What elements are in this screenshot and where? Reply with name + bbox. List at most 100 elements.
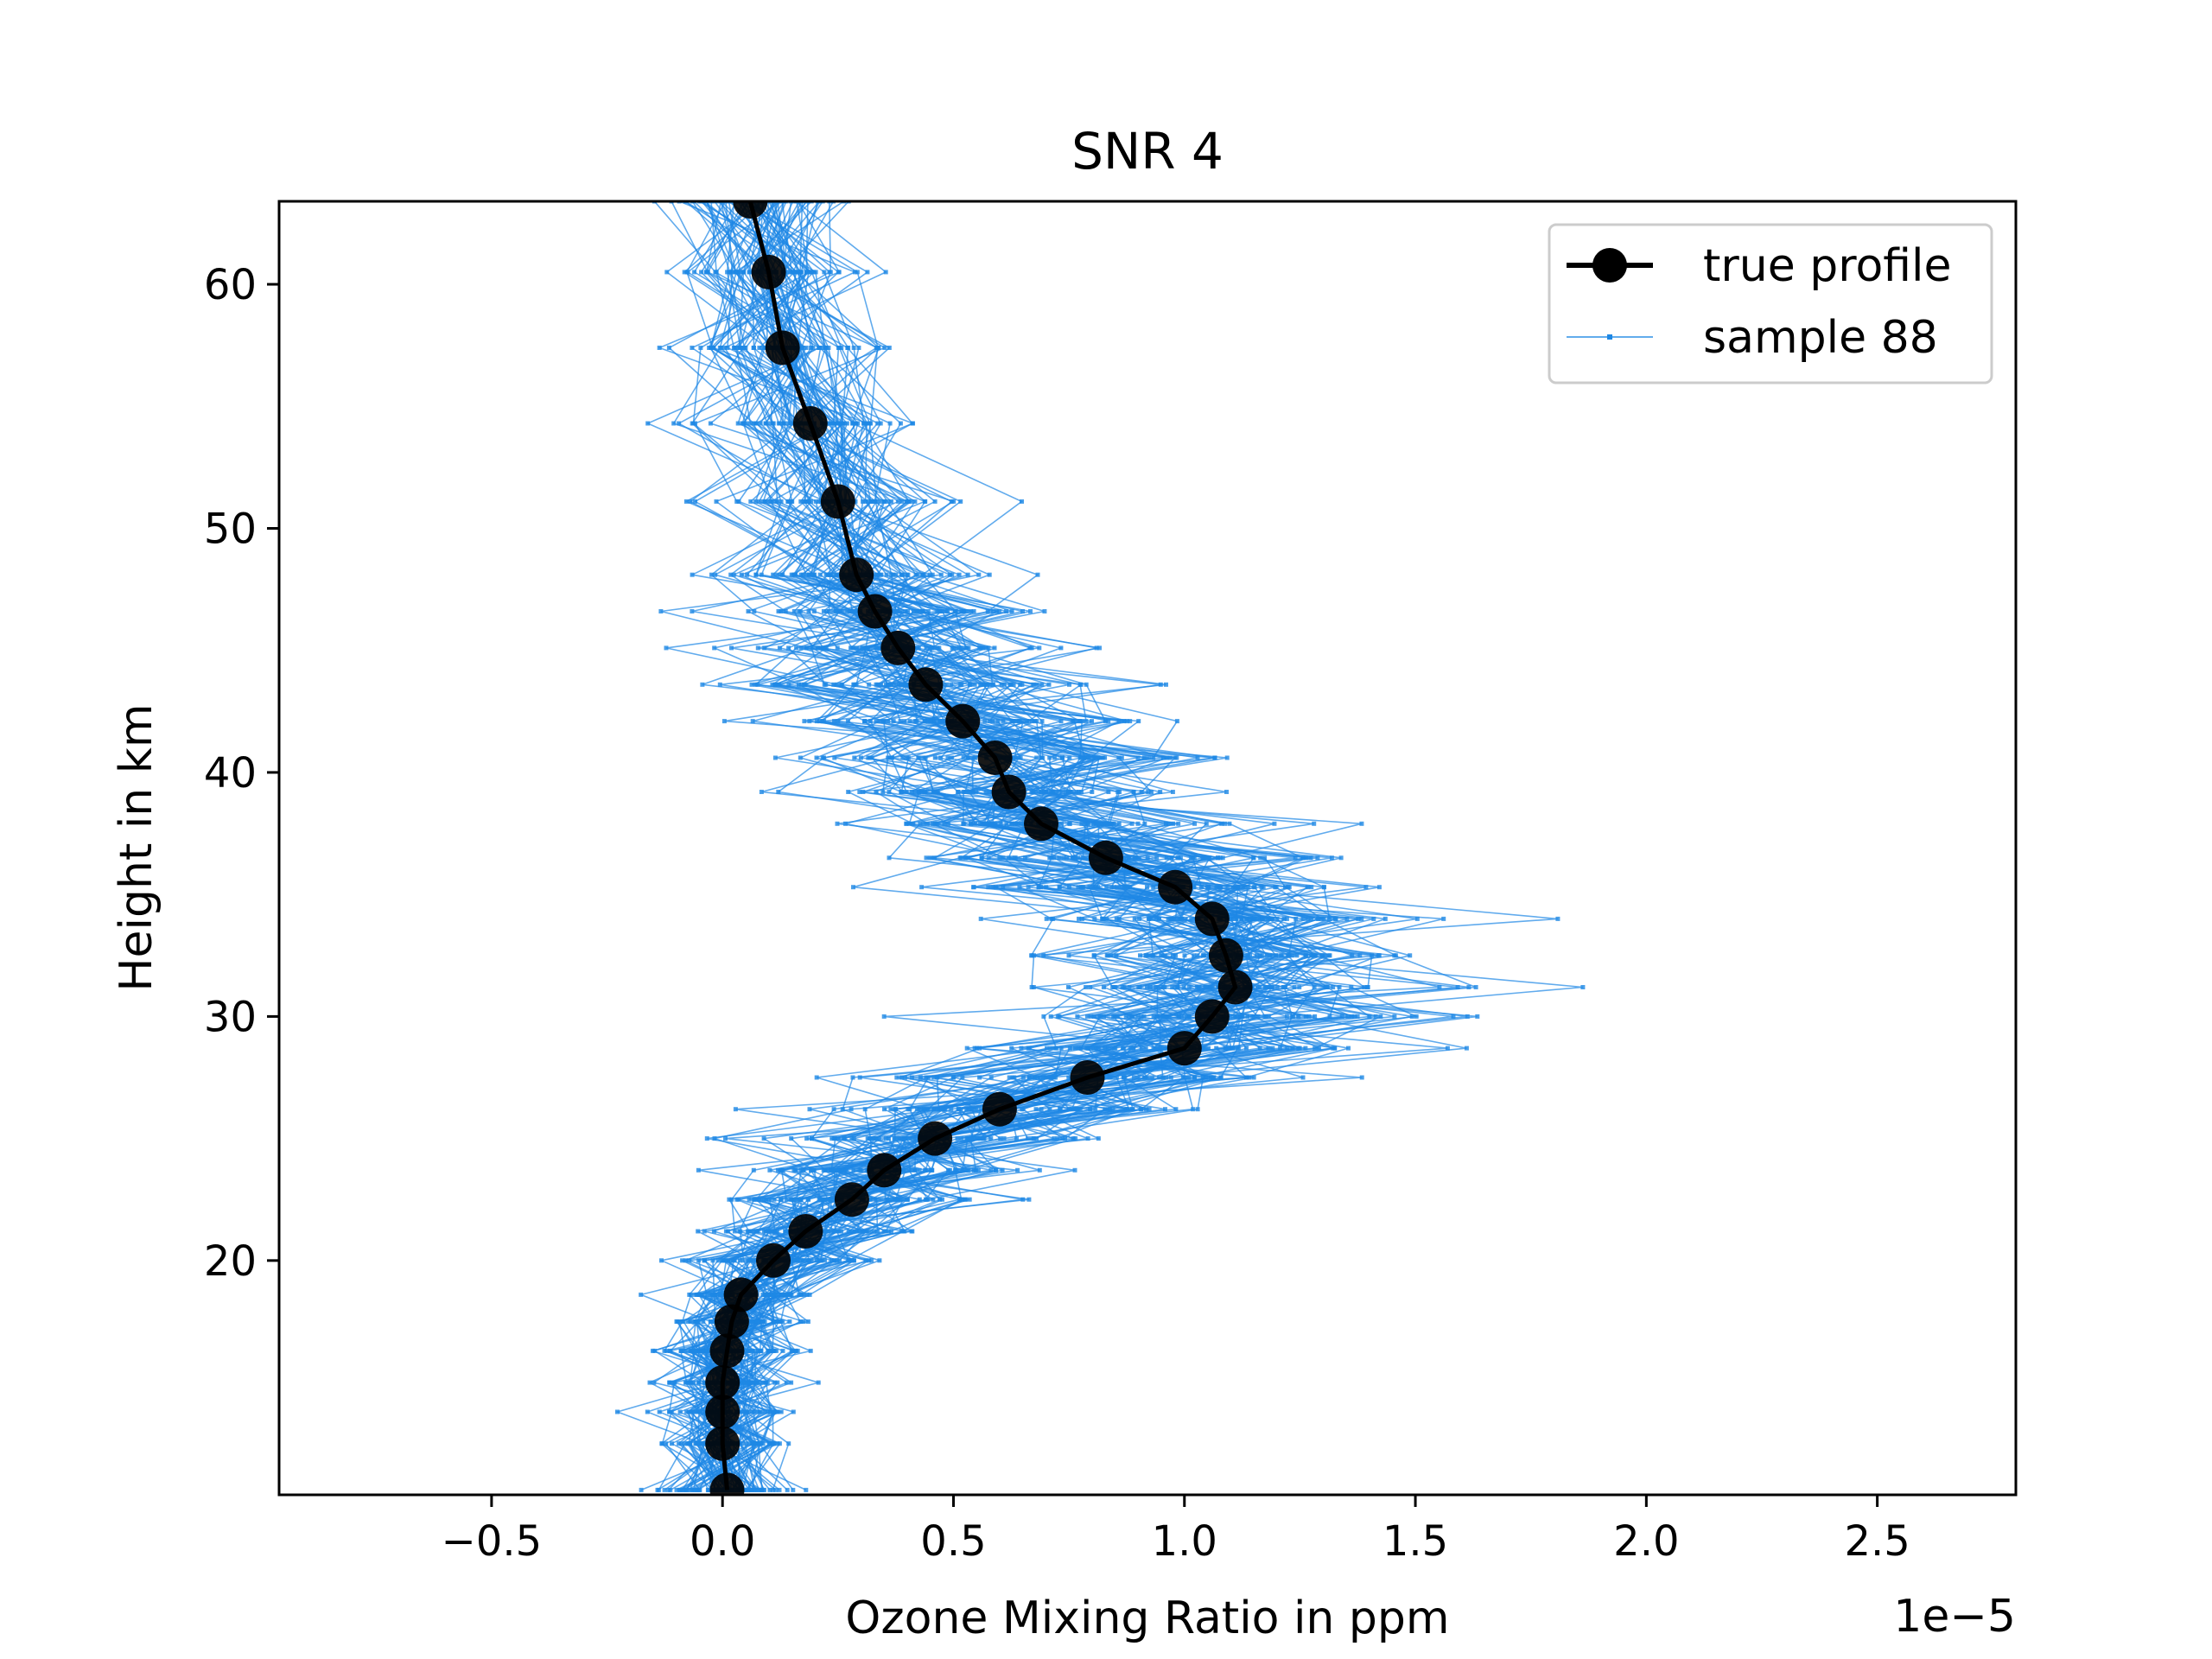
sample-point: [889, 499, 893, 504]
sample-point: [1145, 885, 1149, 890]
sample-point: [857, 790, 862, 794]
sample-point: [874, 719, 879, 724]
true-profile-point: [765, 330, 800, 365]
sample-point: [906, 1136, 912, 1141]
sample-point: [1063, 1136, 1068, 1141]
sample-point: [1022, 855, 1027, 861]
sample-point: [966, 1107, 971, 1112]
sample-point: [861, 421, 867, 426]
sample-point: [860, 645, 865, 651]
sample-point: [872, 499, 877, 504]
sample-point: [978, 1107, 983, 1112]
sample-point: [664, 645, 669, 651]
sample-point: [944, 682, 949, 687]
sample-point: [963, 1197, 968, 1202]
sample-point: [1045, 1046, 1049, 1051]
sample-point: [1131, 790, 1136, 794]
sample-point: [1166, 916, 1171, 921]
sample-point: [779, 499, 784, 504]
sample-point: [1262, 985, 1268, 989]
sample-line: [699, 201, 1558, 1491]
sample-point: [1042, 609, 1047, 613]
sample-point: [1465, 1014, 1470, 1019]
sample-point: [770, 1292, 775, 1297]
sample-point: [1129, 821, 1135, 826]
sample-point: [998, 821, 1003, 826]
sample-point: [958, 499, 963, 504]
sample-point: [1356, 916, 1361, 921]
sample-point: [1084, 1014, 1090, 1019]
sample-point: [831, 609, 836, 613]
sample-point: [868, 719, 873, 724]
sample-point: [1084, 985, 1089, 989]
sample-point: [763, 1292, 768, 1297]
sample-point: [1072, 1046, 1077, 1051]
sample-point: [1261, 885, 1266, 890]
sample-point: [1115, 1014, 1120, 1019]
sample-point: [1149, 790, 1154, 794]
sample-point: [1242, 885, 1247, 890]
sample-point: [1364, 985, 1370, 989]
sample-point: [1345, 1014, 1351, 1019]
sample-point: [1026, 1046, 1031, 1051]
sample-point: [1393, 953, 1398, 958]
sample-point: [1047, 1107, 1052, 1112]
sample-point: [775, 1409, 780, 1414]
sample-point: [671, 421, 677, 426]
sample-point: [1096, 885, 1100, 890]
sample-point: [1382, 916, 1388, 921]
sample-point: [1004, 609, 1009, 613]
sample-point: [899, 499, 905, 504]
sample-point: [1179, 916, 1185, 921]
sample-point: [747, 1487, 752, 1492]
sample-point: [727, 1197, 732, 1202]
sample-point: [685, 1441, 690, 1446]
sample-point: [1168, 1075, 1173, 1080]
sample-point: [783, 609, 788, 613]
sample-point: [733, 1107, 738, 1112]
sample-point: [750, 719, 755, 724]
sample-point: [1089, 1014, 1094, 1019]
sample-point: [1116, 790, 1121, 794]
sample-point: [979, 855, 984, 861]
sample-point: [689, 1409, 694, 1414]
sample-point: [995, 719, 1001, 724]
sample-point: [752, 1197, 757, 1202]
sample-point: [836, 421, 842, 426]
sample-point: [745, 1348, 750, 1353]
sample-point: [1195, 1107, 1200, 1112]
sample-point: [1268, 985, 1273, 989]
sample-point: [1092, 916, 1097, 921]
sample-point: [1026, 885, 1031, 890]
sample-point: [1313, 1046, 1318, 1051]
sample-point: [832, 1167, 836, 1173]
sample-point: [1013, 821, 1018, 826]
sample-point: [723, 1229, 728, 1234]
sample-point: [1032, 790, 1037, 794]
sample-point: [1441, 916, 1446, 921]
sample-point: [761, 499, 766, 504]
sample-point: [1058, 1046, 1064, 1051]
sample-point: [747, 1229, 752, 1234]
sample-point: [1144, 953, 1149, 958]
sample-point: [743, 346, 748, 350]
sample-point: [1259, 953, 1264, 958]
sample-point: [1224, 790, 1229, 794]
sample-point: [725, 346, 730, 350]
sample-point: [945, 609, 950, 613]
true-profile-point: [705, 1426, 741, 1461]
sample-point: [881, 719, 887, 724]
sample-point: [879, 572, 884, 577]
sample-point: [884, 572, 889, 577]
sample-point: [902, 1075, 907, 1080]
sample-point: [657, 346, 662, 350]
sample-point: [834, 1167, 839, 1173]
sample-point: [689, 1292, 694, 1297]
sample-point: [717, 682, 722, 687]
x-tick-label: 1.5: [1382, 1517, 1448, 1566]
sample-point: [851, 346, 856, 350]
sample-point: [786, 645, 791, 651]
sample-point: [1067, 682, 1071, 687]
sample-point: [805, 1319, 810, 1324]
sample-point: [1142, 821, 1147, 826]
